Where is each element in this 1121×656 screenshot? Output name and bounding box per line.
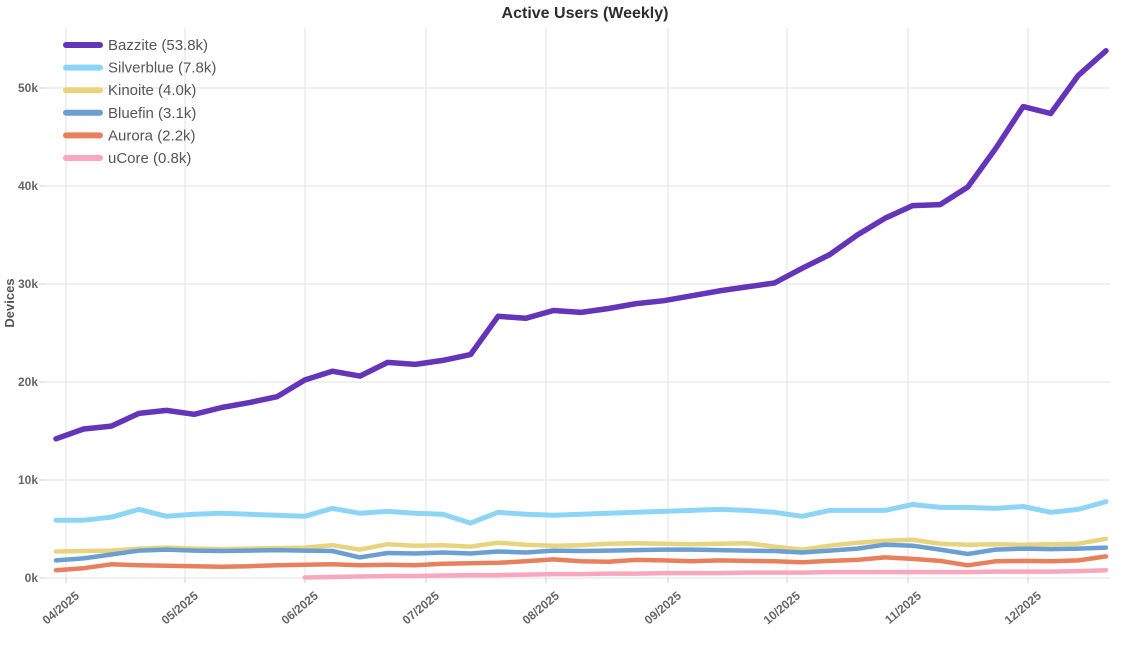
chart-legend: Bazzite (53.8k) Silverblue (7.8k) Kinoite … [63, 37, 216, 167]
legend-item-kinoite-4-0k[interactable]: Kinoite (4.0k) [63, 82, 196, 99]
legend-item-silverblue-7-8k[interactable]: Silverblue (7.8k) [63, 60, 216, 77]
legend-item-bluefin-3-1k[interactable]: Bluefin (3.1k) [63, 105, 196, 122]
data-series-lines [53, 48, 1109, 580]
x-tick-label-11-2025: 11/2025 [882, 588, 924, 626]
x-tick-label-10-2025: 10/2025 [761, 588, 803, 627]
x-tick-label-12-2025: 12/2025 [1002, 588, 1044, 627]
x-tick-label-08-2025: 08/2025 [520, 588, 562, 627]
y-tick-label-20k: 20k [18, 375, 38, 389]
line-bluefin-3-1k [53, 542, 1109, 563]
gridlines [45, 28, 1110, 579]
y-tick-label-10k: 10k [18, 473, 38, 487]
legend-label-kinoite-4-0k: Kinoite (4.0k) [108, 82, 196, 99]
legend-item-bazzite-53-8k[interactable]: Bazzite (53.8k) [63, 37, 208, 54]
x-tick-label-09-2025: 09/2025 [642, 588, 684, 627]
axis-ticks [39, 87, 1029, 583]
x-tick-label-06-2025: 06/2025 [279, 588, 321, 627]
x-axis-tick-labels: 04/2025 05/2025 06/2025 07/2025 08/2025 09/20… [40, 588, 1044, 627]
line-aurora-2-2k [53, 554, 1109, 573]
legend-label-silverblue-7-8k: Silverblue (7.8k) [108, 60, 216, 77]
line-bazzite-53-8k [53, 48, 1109, 442]
x-tick-label-04-2025: 04/2025 [40, 588, 82, 627]
line-ucore-0-8k [302, 567, 1109, 580]
legend-item-ucore-0-8k[interactable]: uCore (0.8k) [63, 150, 191, 167]
legend-item-aurora-2-2k[interactable]: Aurora (2.2k) [63, 127, 196, 144]
legend-label-bazzite-53-8k: Bazzite (53.8k) [108, 37, 208, 54]
legend-label-ucore-0-8k: uCore (0.8k) [108, 150, 191, 167]
line-silverblue-7-8k [53, 499, 1109, 526]
y-tick-label-50k: 50k [18, 81, 38, 95]
legend-label-bluefin-3-1k: Bluefin (3.1k) [108, 105, 196, 122]
y-tick-label-40k: 40k [18, 179, 38, 193]
y-axis-title: Devices [2, 278, 17, 327]
x-tick-label-05-2025: 05/2025 [159, 588, 201, 627]
y-axis-tick-labels: 0k 10k 20k 30k 40k 50k [18, 81, 38, 585]
y-tick-label-0k: 0k [25, 571, 39, 585]
y-tick-label-30k: 30k [18, 277, 38, 291]
x-tick-label-07-2025: 07/2025 [400, 588, 442, 627]
chart-title: Active Users (Weekly) [502, 5, 669, 22]
legend-label-aurora-2-2k: Aurora (2.2k) [108, 127, 196, 144]
